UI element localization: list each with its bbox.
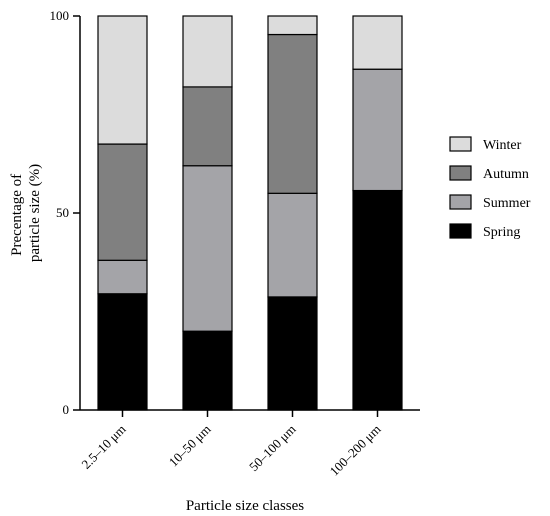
x-tick-label: 10–50 μm (166, 422, 214, 470)
bar-segment-winter (267, 15, 318, 36)
bar-segment-winter (97, 15, 148, 145)
legend-swatch-winter (449, 136, 472, 152)
bar-segment-winter (182, 15, 233, 88)
legend-label-spring: Spring (483, 225, 520, 240)
bar-segment-spring (182, 330, 233, 411)
y-ticks-group: 0 50 100 (50, 8, 80, 417)
legend-label-summer: Summer (483, 196, 531, 211)
bar-segment-autumn (267, 33, 318, 194)
legend: Winter Autumn Summer Spring (449, 136, 531, 240)
legend-swatch-spring (449, 223, 472, 239)
y-axis-title: Precentage of particle size (%) (9, 164, 43, 262)
bar-segment-summer (97, 259, 148, 295)
x-ticks-group: 2.5–10 μm 10–50 μm 50–100 μm 100–200 μm (78, 410, 384, 479)
legend-label-winter: Winter (483, 138, 522, 153)
bar-segment-summer (182, 165, 233, 332)
y-axis-title-line-1: Precentage of (9, 174, 25, 256)
x-axis-title: Particle size classes (186, 498, 304, 514)
x-tick-label: 2.5–10 μm (78, 422, 128, 472)
bar-segment-winter (352, 15, 403, 70)
bar-segment-spring (97, 293, 148, 411)
y-axis-title-line-2: particle size (%) (27, 164, 43, 262)
bar-segment-spring (352, 189, 403, 411)
y-tick-label: 0 (63, 402, 70, 417)
bar-segment-autumn (97, 143, 148, 261)
x-tick-label: 100–200 μm (326, 422, 383, 479)
bar-segment-summer (352, 68, 403, 192)
legend-swatch-summer (449, 194, 472, 210)
bars-group (97, 15, 403, 411)
legend-swatch-autumn (449, 165, 472, 181)
y-tick-label: 100 (50, 8, 70, 23)
y-tick-label: 50 (56, 205, 69, 220)
bar-segment-summer (267, 192, 318, 298)
legend-label-autumn: Autumn (483, 167, 529, 182)
bar-segment-spring (267, 296, 318, 411)
bar-segment-autumn (182, 86, 233, 167)
x-tick-label: 50–100 μm (246, 422, 299, 475)
